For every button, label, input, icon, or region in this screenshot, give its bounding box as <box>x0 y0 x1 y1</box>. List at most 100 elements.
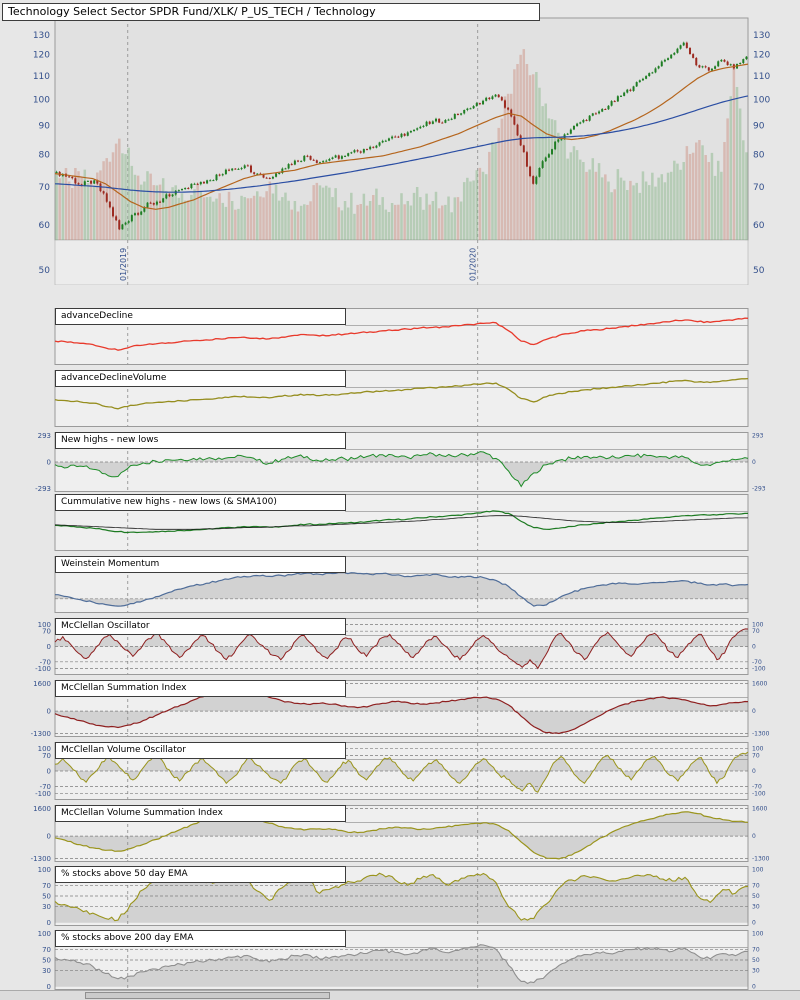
volume-bar <box>738 108 742 240</box>
candle-body <box>221 174 224 176</box>
volume-bar <box>309 201 312 240</box>
volume-bar <box>626 190 629 240</box>
indicator-label-box[interactable]: McClellan Volume Summation Index <box>55 805 346 822</box>
indicator-label-box[interactable]: % stocks above 50 day EMA <box>55 866 346 883</box>
y-tick-left: 1600 <box>33 680 51 688</box>
candle-body <box>604 109 607 110</box>
candle-body <box>381 140 384 143</box>
y-tick-left: 50 <box>42 957 51 965</box>
candle-body <box>256 173 259 175</box>
indicator-label-box[interactable]: McClellan Summation Index <box>55 680 346 697</box>
candle-body <box>726 61 729 66</box>
mcclellan-volume-summation-plot[interactable]: 1600 1600 0 0 -1300 -1300 <box>0 805 800 862</box>
volume-bar <box>657 177 660 240</box>
indicator-label: Weinstein Momentum <box>61 559 160 569</box>
y-tick-right: 70 <box>752 628 760 635</box>
candle-body <box>742 59 745 63</box>
candle-body <box>707 67 710 71</box>
volume-bar <box>208 196 212 240</box>
y-tick-left: -293 <box>35 485 51 492</box>
volume-bar <box>557 132 560 241</box>
candle-body <box>102 191 105 194</box>
indicator-label-box[interactable]: McClellan Oscillator <box>55 618 346 635</box>
y-tick-right: 110 <box>753 72 770 82</box>
y-tick-right: 130 <box>753 31 770 41</box>
volume-bar <box>622 180 626 240</box>
y-tick-left: 1600 <box>33 805 51 813</box>
candle-body <box>237 168 240 170</box>
indicator-label-box[interactable]: advanceDeclineVolume <box>55 370 346 387</box>
candle-body <box>422 125 425 127</box>
volume-bar <box>353 213 356 240</box>
candle-body <box>378 142 381 146</box>
candle-body <box>253 172 256 174</box>
candle-body <box>187 188 190 189</box>
volume-bar <box>572 146 576 240</box>
y-tick-left: 80 <box>39 150 51 160</box>
volume-bar <box>688 154 692 240</box>
candle-body <box>419 126 422 129</box>
volume-bar <box>742 140 745 240</box>
candle-body <box>620 95 622 97</box>
candle-body <box>127 221 130 223</box>
candle-body <box>350 152 353 154</box>
volume-bar <box>419 197 422 240</box>
volume-bar <box>67 181 71 240</box>
candle-body <box>538 168 541 177</box>
volume-bar <box>174 185 177 240</box>
y-tick-left: 100 <box>33 96 50 106</box>
y-tick-left: 0 <box>47 708 51 716</box>
volume-bar <box>199 191 203 240</box>
indicator-label-box[interactable]: Cummulative new highs - new lows (& SMA1… <box>55 494 346 511</box>
candle-body <box>475 103 478 107</box>
volume-bar <box>111 152 115 240</box>
indicator-label-box[interactable]: Weinstein Momentum <box>55 556 346 573</box>
y-tick-right: 70 <box>752 882 760 889</box>
pct-above-50ema-plot[interactable]: 100 100 70 70 50 50 30 30 0 0 <box>0 866 800 926</box>
main-chart-svg[interactable]: 01/2019 01/2020 130 130 120 120 110 110 100 100 90… <box>0 0 800 285</box>
scrollbar-thumb[interactable] <box>84 992 331 999</box>
candle-body <box>723 59 726 62</box>
candle-body <box>340 156 343 159</box>
candle-body <box>209 180 212 182</box>
volume-bar <box>306 204 309 240</box>
indicator-label-box[interactable]: % stocks above 200 day EMA <box>55 930 346 947</box>
volume-bar <box>384 209 388 240</box>
volume-bar <box>400 193 403 240</box>
candle-body <box>55 171 58 173</box>
candle-body <box>679 45 682 49</box>
candle-body <box>265 177 268 179</box>
volume-bar <box>252 195 256 240</box>
y-tick-left: 30 <box>42 903 51 911</box>
candle-body <box>416 128 419 130</box>
volume-bar <box>240 195 243 240</box>
volume-bar <box>130 165 134 240</box>
volume-bar <box>716 160 720 240</box>
y-tick-right: -293 <box>752 486 766 493</box>
candle-body <box>281 168 284 173</box>
candle-body <box>86 180 89 182</box>
volume-bar <box>149 173 152 240</box>
candle-body <box>648 73 651 76</box>
y-tick-left: 100 <box>38 930 51 938</box>
candle-body <box>391 136 394 139</box>
candle-body <box>670 54 673 59</box>
y-tick-right: 0 <box>752 833 756 840</box>
candle-body <box>271 176 274 179</box>
candle-body <box>206 180 209 184</box>
volume-bar <box>108 161 112 240</box>
indicator-label-box[interactable]: McClellan Volume Oscillator <box>55 742 346 759</box>
candle-body <box>152 203 155 205</box>
candle-body <box>356 150 359 152</box>
indicator-label-box[interactable]: advanceDecline <box>55 308 346 325</box>
horizontal-scrollbar[interactable] <box>0 990 800 1000</box>
y-tick-left: 70 <box>42 628 51 636</box>
volume-bar <box>284 192 287 240</box>
weinstein-momentum-plot[interactable] <box>0 556 800 613</box>
volume-bar <box>535 72 538 240</box>
volume-bar <box>444 204 447 240</box>
candle-body <box>246 165 249 167</box>
indicator-label-box[interactable]: New highs - new lows <box>55 432 346 449</box>
candle-body <box>667 58 670 60</box>
candle-body <box>387 138 390 141</box>
